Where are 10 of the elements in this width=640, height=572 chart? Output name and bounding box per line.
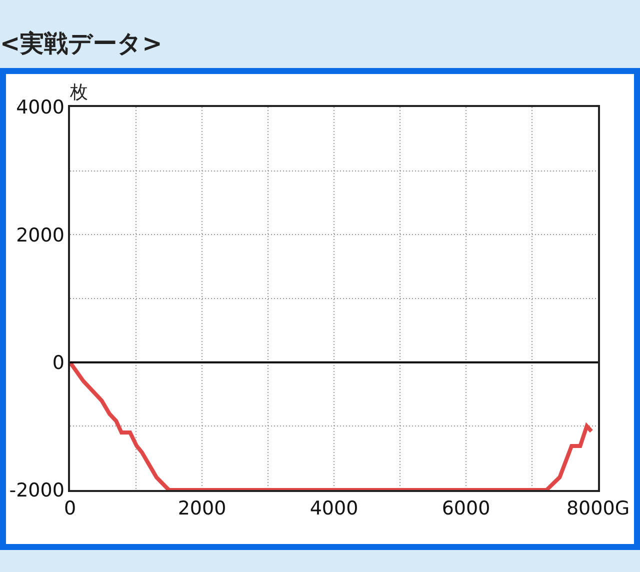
chart-title: <実戦データ> xyxy=(0,29,162,58)
x-tick-label: 4000 xyxy=(310,498,358,520)
x-tick-label: 2000 xyxy=(178,498,226,520)
x-tick-label: 6000 xyxy=(442,498,490,520)
y-tick-label: 4000 xyxy=(16,96,64,119)
y-tick-label: 0 xyxy=(52,352,64,374)
y-tick-label: -2000 xyxy=(9,480,64,502)
x-tick-label: 8000G xyxy=(566,498,630,520)
y-tick-label: 2000 xyxy=(16,224,64,246)
y-axis-title: 枚 xyxy=(69,82,88,103)
